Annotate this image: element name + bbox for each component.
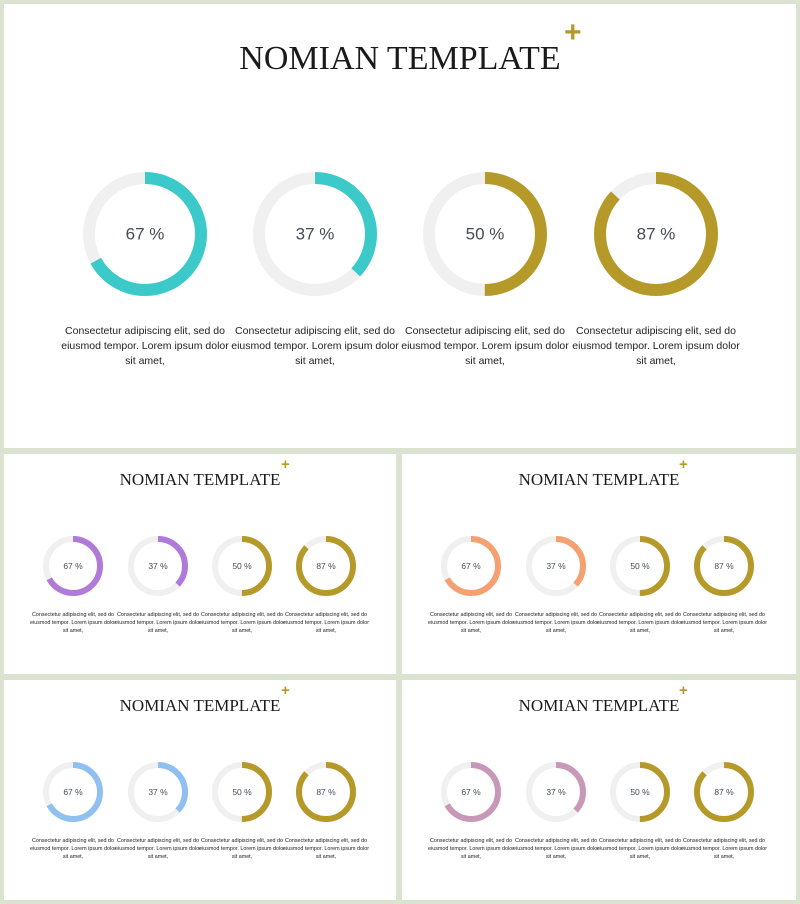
slide-2: NOMIAN TEMPLATE +67 % Consectetur adipisci… bbox=[4, 454, 396, 674]
ring-progress-arc bbox=[83, 172, 207, 296]
percentage-label: 87 % bbox=[714, 787, 734, 797]
ring-progress-arc bbox=[441, 762, 501, 822]
ring-progress-arc bbox=[253, 172, 377, 296]
percentage-label: 50 % bbox=[232, 561, 252, 571]
progress-ring: 67 % bbox=[438, 533, 504, 599]
ring-progress-arc bbox=[423, 172, 547, 296]
ring-progress-arc bbox=[526, 536, 586, 596]
ring-progress-arc bbox=[441, 536, 501, 596]
ring-progress-arc bbox=[43, 762, 103, 822]
percentage-label: 87 % bbox=[316, 561, 336, 571]
percentage-label: 50 % bbox=[630, 561, 650, 571]
percentage-label: 37 % bbox=[148, 787, 168, 797]
progress-ring: 37 % bbox=[523, 759, 589, 825]
item-description: Consectetur adipiscing elit, sed do eius… bbox=[572, 325, 740, 367]
percentage-label: 50 % bbox=[232, 787, 252, 797]
slide-3: NOMIAN TEMPLATE +67 % Consectetur adipisci… bbox=[402, 454, 796, 674]
progress-ring: 87 % bbox=[588, 166, 724, 302]
percentage-label: 87 % bbox=[316, 787, 336, 797]
progress-ring: 50 % bbox=[417, 166, 553, 302]
progress-ring: 37 % bbox=[523, 533, 589, 599]
item-description: Consectetur adipiscing elit, sed do eius… bbox=[115, 838, 201, 861]
item-description: Consectetur adipiscing elit, sed do eius… bbox=[401, 325, 569, 367]
slide-title: NOMIAN TEMPLATE bbox=[119, 470, 281, 489]
item-description: Consectetur adipiscing elit, sed do eius… bbox=[61, 325, 229, 367]
ring-progress-arc bbox=[212, 536, 272, 596]
ring-progress-arc bbox=[610, 762, 670, 822]
item-description: Consectetur adipiscing elit, sed do eius… bbox=[283, 612, 369, 635]
percentage-label: 67 % bbox=[63, 561, 83, 571]
ring-progress-arc bbox=[526, 762, 586, 822]
item-description: Consectetur adipiscing elit, sed do eius… bbox=[597, 612, 683, 635]
item-description: Consectetur adipiscing elit, sed do eius… bbox=[681, 612, 767, 635]
item-description: Consectetur adipiscing elit, sed do eius… bbox=[283, 838, 369, 861]
ring-progress-arc bbox=[212, 762, 272, 822]
progress-ring: 37 % bbox=[247, 166, 383, 302]
ring-progress-arc bbox=[694, 762, 754, 822]
ring-progress-arc bbox=[43, 536, 103, 596]
plus-icon: + bbox=[281, 682, 290, 699]
percentage-label: 50 % bbox=[630, 787, 650, 797]
progress-ring: 67 % bbox=[40, 533, 106, 599]
percentage-label: 87 % bbox=[714, 561, 734, 571]
item-description: Consectetur adipiscing elit, sed do eius… bbox=[30, 612, 116, 635]
percentage-label: 67 % bbox=[461, 561, 481, 571]
progress-ring: 37 % bbox=[125, 533, 191, 599]
progress-ring: 87 % bbox=[293, 759, 359, 825]
item-description: Consectetur adipiscing elit, sed do eius… bbox=[199, 838, 285, 861]
progress-ring: 87 % bbox=[293, 533, 359, 599]
ring-progress-arc bbox=[128, 536, 188, 596]
item-description: Consectetur adipiscing elit, sed do eius… bbox=[513, 838, 599, 861]
item-description: Consectetur adipiscing elit, sed do eius… bbox=[231, 325, 399, 367]
progress-ring: 50 % bbox=[607, 759, 673, 825]
slide-title: NOMIAN TEMPLATE bbox=[119, 696, 281, 715]
plus-icon: + bbox=[281, 456, 290, 473]
slide-title: NOMIAN TEMPLATE bbox=[518, 696, 680, 715]
slide-title: NOMIAN TEMPLATE bbox=[239, 40, 561, 77]
ring-progress-arc bbox=[694, 536, 754, 596]
percentage-label: 37 % bbox=[296, 225, 335, 244]
slide-title: NOMIAN TEMPLATE bbox=[518, 470, 680, 489]
ring-progress-arc bbox=[296, 762, 356, 822]
item-description: Consectetur adipiscing elit, sed do eius… bbox=[199, 612, 285, 635]
percentage-label: 37 % bbox=[546, 787, 566, 797]
item-description: Consectetur adipiscing elit, sed do eius… bbox=[597, 838, 683, 861]
item-description: Consectetur adipiscing elit, sed do eius… bbox=[428, 838, 514, 861]
slide-1: NOMIAN TEMPLATE +67 % Consectetur adipisci… bbox=[4, 4, 796, 448]
progress-ring: 87 % bbox=[691, 759, 757, 825]
plus-icon: + bbox=[679, 456, 688, 473]
percentage-label: 50 % bbox=[466, 225, 505, 244]
percentage-label: 67 % bbox=[461, 787, 481, 797]
percentage-label: 67 % bbox=[126, 225, 165, 244]
progress-ring: 50 % bbox=[209, 533, 275, 599]
item-description: Consectetur adipiscing elit, sed do eius… bbox=[30, 838, 116, 861]
ring-progress-arc bbox=[128, 762, 188, 822]
percentage-label: 37 % bbox=[148, 561, 168, 571]
ring-progress-arc bbox=[296, 536, 356, 596]
progress-ring: 37 % bbox=[125, 759, 191, 825]
plus-icon: + bbox=[679, 682, 688, 699]
progress-ring: 67 % bbox=[438, 759, 504, 825]
slide-5: NOMIAN TEMPLATE +67 % Consectetur adipisci… bbox=[402, 680, 796, 900]
ring-progress-arc bbox=[594, 172, 718, 296]
plus-icon: + bbox=[564, 16, 582, 49]
slide-4: NOMIAN TEMPLATE +67 % Consectetur adipisci… bbox=[4, 680, 396, 900]
progress-ring: 50 % bbox=[209, 759, 275, 825]
percentage-label: 37 % bbox=[546, 561, 566, 571]
progress-ring: 87 % bbox=[691, 533, 757, 599]
item-description: Consectetur adipiscing elit, sed do eius… bbox=[115, 612, 201, 635]
item-description: Consectetur adipiscing elit, sed do eius… bbox=[428, 612, 514, 635]
item-description: Consectetur adipiscing elit, sed do eius… bbox=[513, 612, 599, 635]
percentage-label: 87 % bbox=[637, 225, 676, 244]
item-description: Consectetur adipiscing elit, sed do eius… bbox=[681, 838, 767, 861]
progress-ring: 67 % bbox=[77, 166, 213, 302]
progress-ring: 50 % bbox=[607, 533, 673, 599]
percentage-label: 67 % bbox=[63, 787, 83, 797]
ring-progress-arc bbox=[610, 536, 670, 596]
progress-ring: 67 % bbox=[40, 759, 106, 825]
